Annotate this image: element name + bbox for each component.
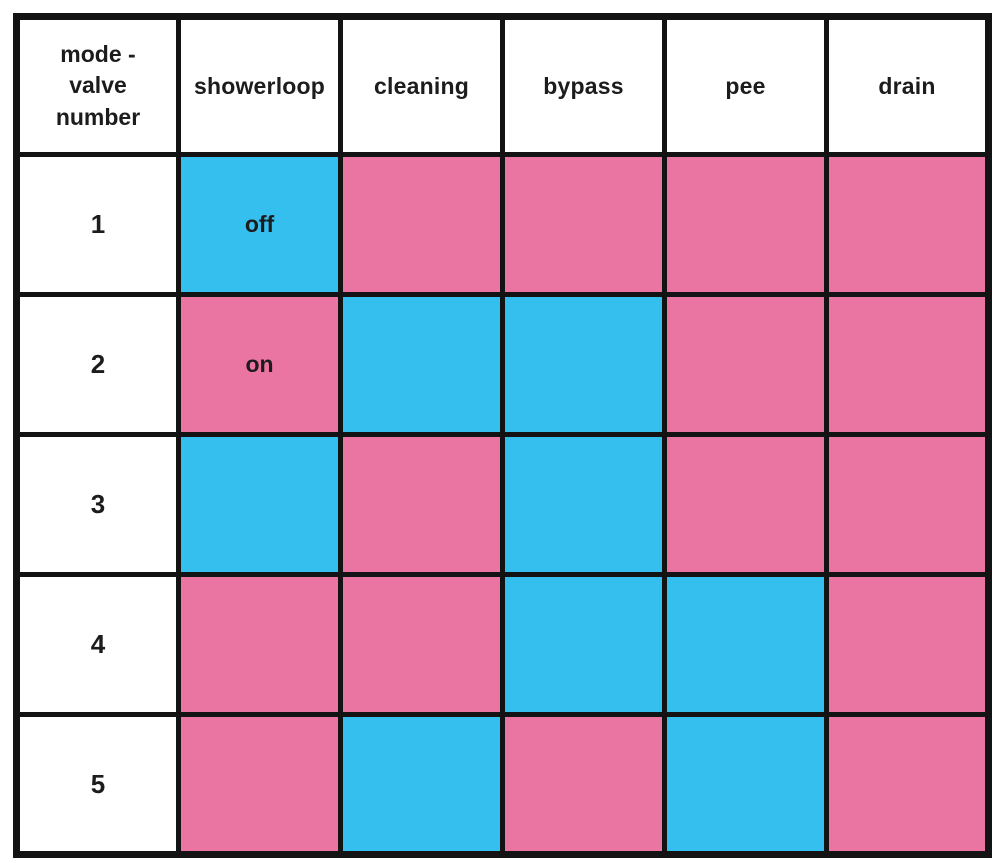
cell-valve4-showerloop [176,572,343,717]
cell-valve2-cleaning [338,292,505,437]
cell-valve3-bypass [500,432,667,577]
cell-valve2-bypass [500,292,667,437]
cell-valve1-showerloop: off [176,152,343,297]
column-header-cleaning: cleaning [338,14,505,157]
corner-header-mode-valve-number: mode - valve number [14,14,181,157]
cell-valve1-bypass [500,152,667,297]
column-header-bypass: bypass [500,14,667,157]
cell-valve4-cleaning [338,572,505,717]
cell-valve4-bypass [500,572,667,717]
cell-valve5-drain [824,712,991,857]
cell-valve2-pee [662,292,829,437]
cell-valve3-cleaning [338,432,505,577]
cell-valve5-bypass [500,712,667,857]
column-header-pee: pee [662,14,829,157]
row-header-valve-1: 1 [14,152,181,297]
table-row-valve-1: 1 off [14,152,991,297]
row-header-valve-4: 4 [14,572,181,717]
table-row-valve-3: 3 [14,432,991,577]
header-row: mode - valve number showerloop cleaning … [14,14,991,157]
row-header-valve-2: 2 [14,292,181,437]
cell-valve4-pee [662,572,829,717]
cell-valve2-showerloop: on [176,292,343,437]
column-header-drain: drain [824,14,991,157]
row-header-valve-3: 3 [14,432,181,577]
cell-valve2-drain [824,292,991,437]
column-header-showerloop: showerloop [176,14,343,157]
cell-valve1-cleaning [338,152,505,297]
table-row-valve-5: 5 [14,712,991,857]
table-row-valve-4: 4 [14,572,991,717]
cell-valve4-drain [824,572,991,717]
cell-valve1-drain [824,152,991,297]
row-header-valve-5: 5 [14,712,181,857]
cell-valve3-pee [662,432,829,577]
cell-valve5-cleaning [338,712,505,857]
cell-valve1-pee [662,152,829,297]
cell-valve5-pee [662,712,829,857]
cell-valve5-showerloop [176,712,343,857]
cell-valve3-showerloop [176,432,343,577]
cell-valve3-drain [824,432,991,577]
table-row-valve-2: 2 on [14,292,991,437]
valve-mode-table: mode - valve number showerloop cleaning … [13,13,992,858]
